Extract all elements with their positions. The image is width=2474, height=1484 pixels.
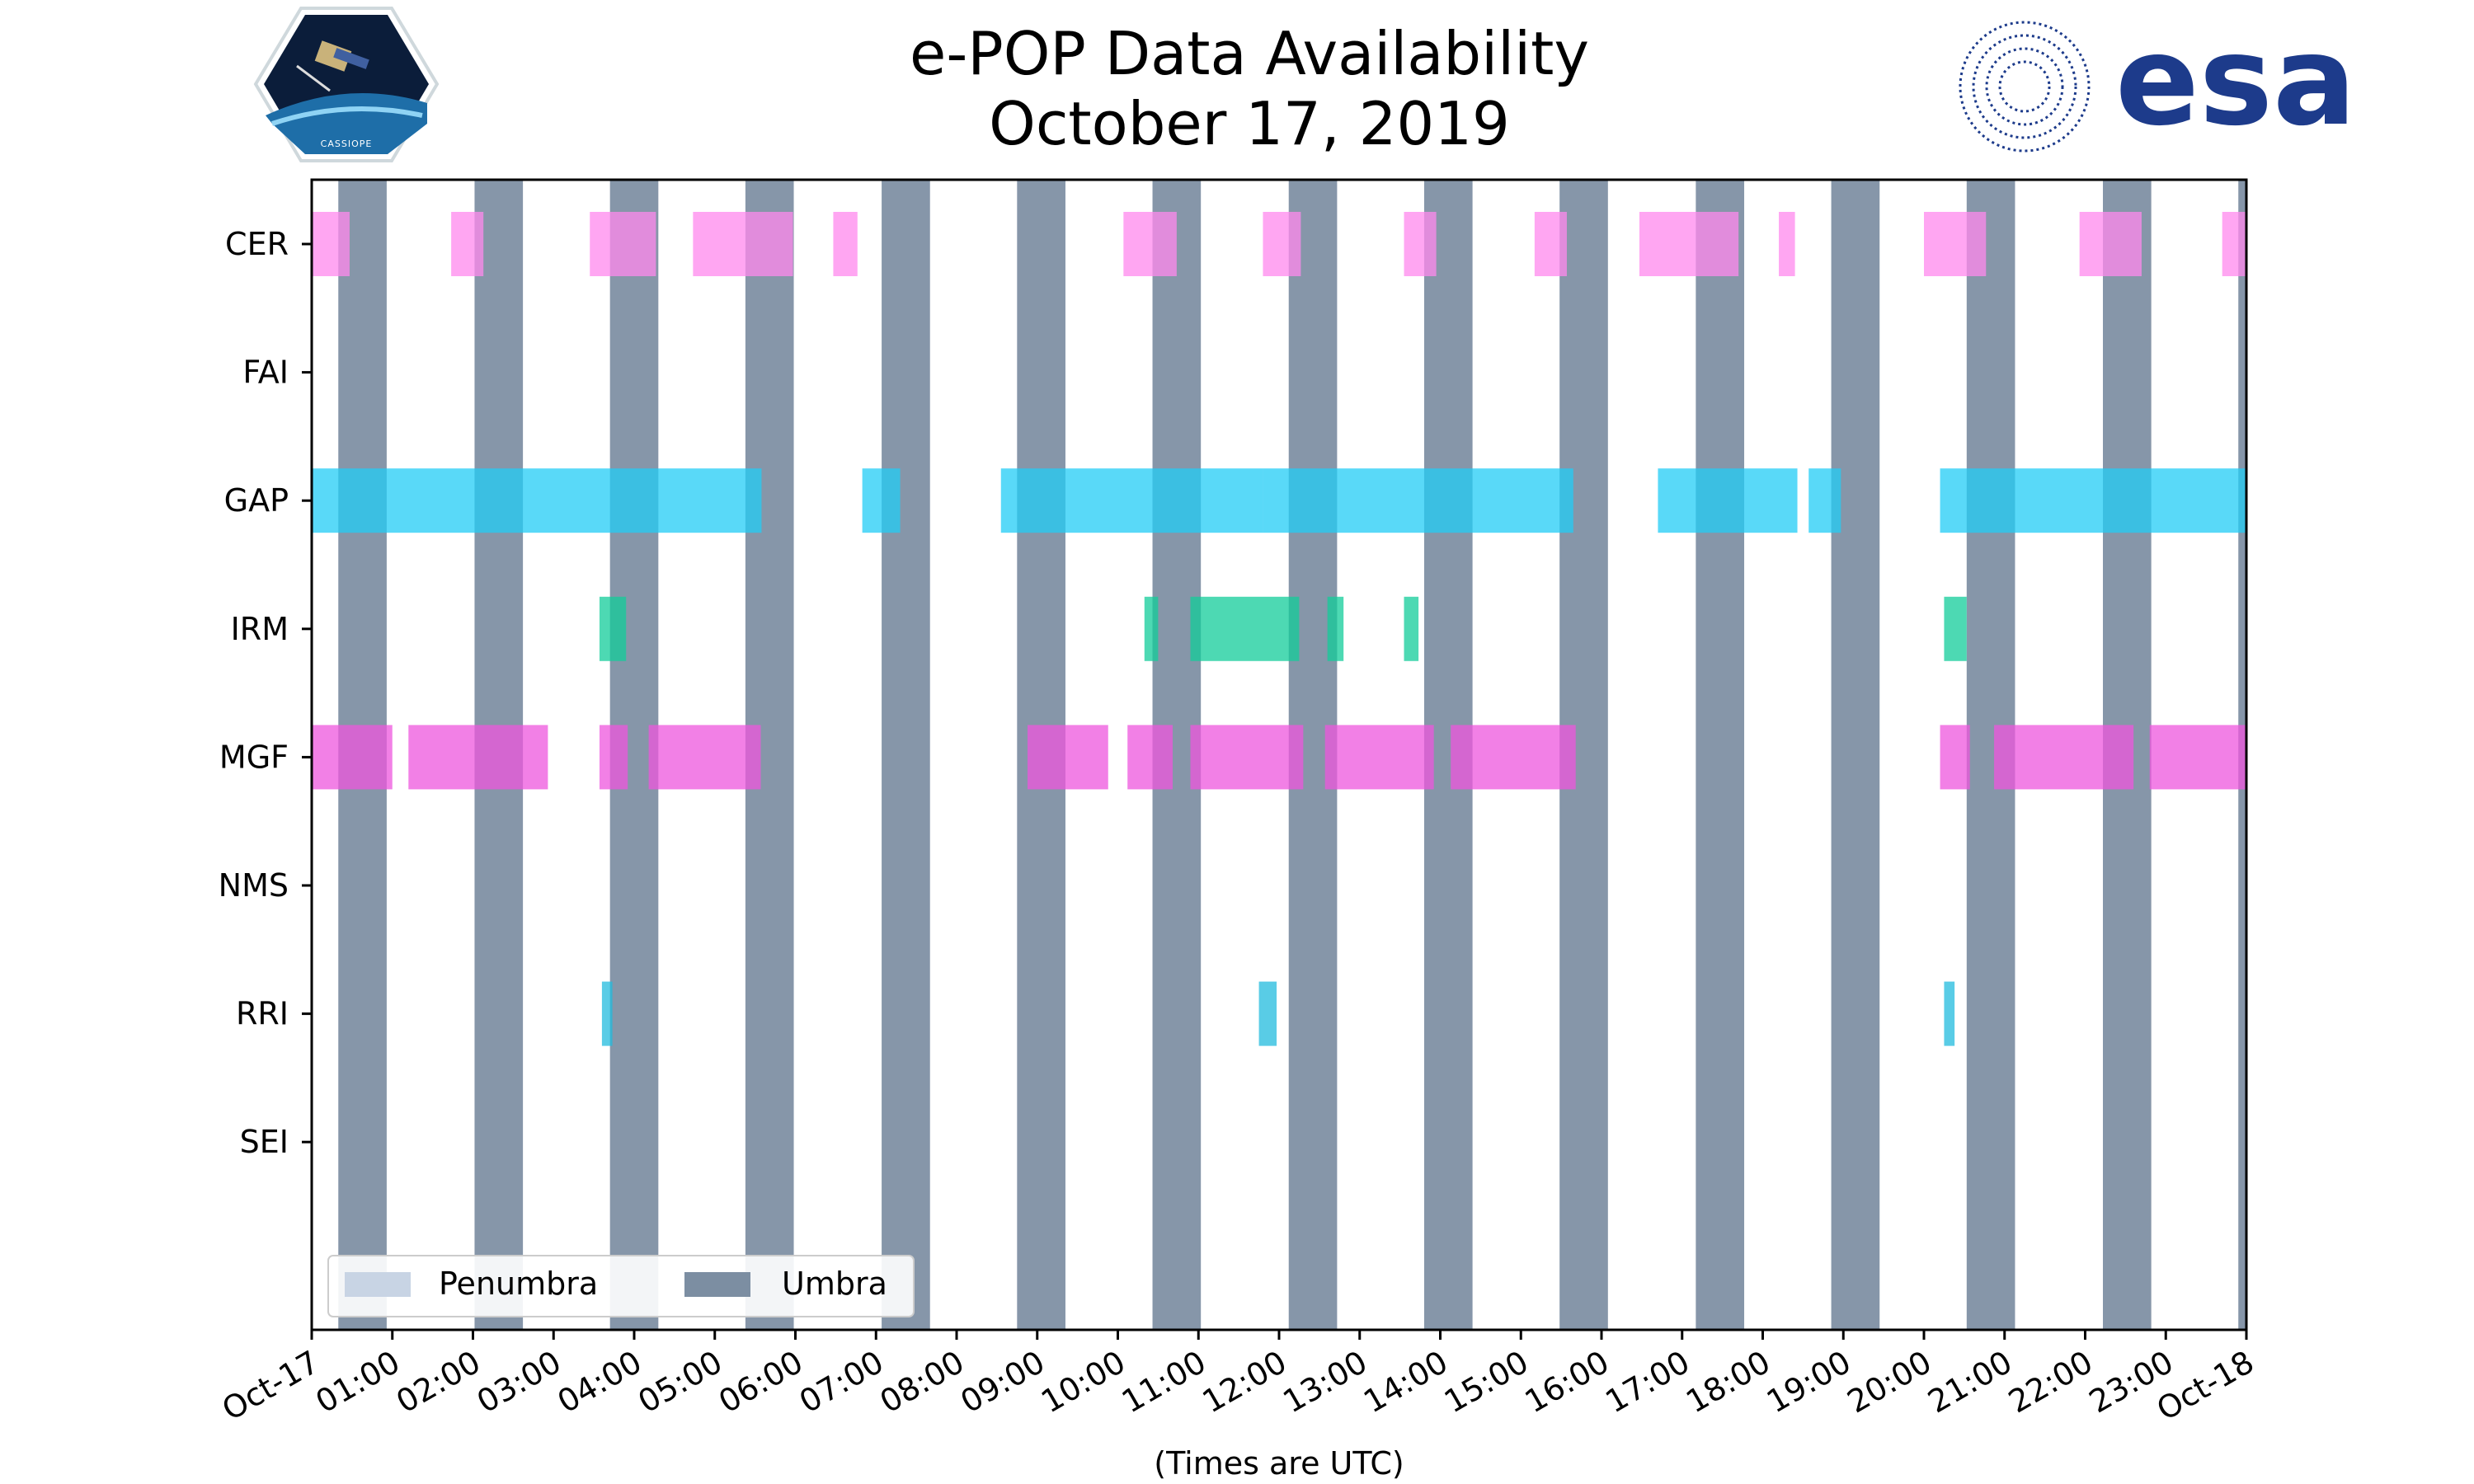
y-tick-label: MGF: [219, 739, 289, 775]
badge-label: CASSIOPE: [321, 139, 373, 149]
bar-mgf: [648, 725, 761, 790]
bar-mgf: [2149, 725, 2246, 790]
x-tick-label: 04:00: [552, 1344, 648, 1421]
bar-cer: [1123, 212, 1177, 276]
bar-mgf: [1324, 725, 1434, 790]
bar-mgf: [1127, 725, 1173, 790]
bar-gap: [312, 468, 762, 533]
x-tick-label: 22:00: [2002, 1344, 2099, 1421]
bar-gap: [1658, 468, 1798, 533]
x-tick-label: 13:00: [1277, 1344, 1373, 1421]
x-tick-label: 01:00: [309, 1344, 406, 1421]
legend-label-umbra: Umbra: [782, 1266, 887, 1302]
bar-cer: [693, 212, 793, 276]
bar-irm: [599, 596, 627, 661]
bar-cer: [1263, 212, 1301, 276]
y-axis: CER FAI GAP IRM MGF NMS RRI SEI: [219, 226, 312, 1160]
y-tick-label: SEI: [240, 1124, 289, 1160]
legend-box: [327, 1255, 915, 1317]
umbra-band: [1696, 180, 1745, 1330]
bar-rri: [1258, 981, 1277, 1046]
x-tick-label: 19:00: [1761, 1344, 1857, 1421]
bar-mgf: [1190, 725, 1304, 790]
y-tick-label: FAI: [242, 355, 289, 391]
y-tick-label: NMS: [219, 867, 289, 904]
bar-mgf: [599, 725, 628, 790]
bar-irm: [1327, 596, 1344, 661]
umbra-band: [1831, 180, 1880, 1330]
bar-cer: [1779, 212, 1795, 276]
bar-gap: [862, 468, 901, 533]
bar-gap: [1263, 468, 1573, 533]
legend-label-penumbra: Penumbra: [439, 1266, 598, 1302]
x-axis: Oct-1701:0002:0003:0004:0005:0006:0007:0…: [216, 1330, 2260, 1428]
bar-cer: [1639, 212, 1739, 276]
bar-mgf: [1028, 725, 1108, 790]
bar-cer: [590, 212, 656, 276]
bar-rri: [1944, 981, 1955, 1046]
esa-logo: esa: [1959, 10, 2356, 153]
bar-cer: [312, 212, 350, 276]
bar-cer: [1924, 212, 1987, 276]
x-tick-label: 17:00: [1599, 1344, 1696, 1421]
y-tick-label: GAP: [224, 482, 289, 519]
bar-mgf: [1451, 725, 1576, 790]
y-tick-label: IRM: [231, 611, 289, 647]
bar-gap: [1940, 468, 2246, 533]
bar-mgf: [1994, 725, 2134, 790]
availability-bars: [312, 212, 2246, 1046]
x-tick-label: 05:00: [632, 1344, 728, 1421]
legend-swatch-penumbra: [345, 1272, 411, 1297]
x-tick-label: 10:00: [1035, 1344, 1131, 1421]
bar-cer: [1534, 212, 1567, 276]
bar-cer: [2079, 212, 2142, 276]
bar-mgf: [1940, 725, 1970, 790]
bar-cer: [833, 212, 858, 276]
cassiope-badge-logo: CASSIOPE: [253, 7, 440, 162]
bar-mgf: [408, 725, 548, 790]
bar-gap: [1000, 468, 1263, 533]
esa-logo-text: esa: [2115, 10, 2356, 153]
x-tick-label: 15:00: [1438, 1344, 1535, 1421]
x-tick-label: 12:00: [1197, 1344, 1293, 1421]
x-tick-label: 18:00: [1680, 1344, 1776, 1421]
x-tick-label: 16:00: [1519, 1344, 1616, 1421]
x-tick-label: 03:00: [471, 1344, 567, 1421]
bar-irm: [1190, 596, 1300, 661]
x-tick-label: 07:00: [793, 1344, 890, 1421]
bar-cer: [2222, 212, 2246, 276]
y-tick-label: CER: [225, 226, 289, 262]
x-tick-label: 21:00: [1921, 1344, 2018, 1421]
bar-mgf: [312, 725, 393, 790]
bar-rri: [601, 981, 613, 1046]
bar-irm: [1944, 596, 1967, 661]
chart-title-line-2: October 17, 2019: [989, 89, 1510, 158]
x-tick-label: 08:00: [874, 1344, 971, 1421]
x-tick-label: Oct-17: [216, 1344, 326, 1428]
x-tick-label: 20:00: [1841, 1344, 1938, 1421]
x-tick-label: 06:00: [713, 1344, 809, 1421]
chart-title-line-1: e-POP Data Availability: [910, 19, 1589, 88]
bar-cer: [451, 212, 484, 276]
bar-gap: [1808, 468, 1841, 533]
legend: Penumbra Umbra: [327, 1255, 915, 1317]
bar-cer: [1404, 212, 1437, 276]
x-tick-label: 09:00: [954, 1344, 1051, 1421]
legend-swatch-umbra: [684, 1272, 750, 1297]
x-tick-label: 14:00: [1357, 1344, 1454, 1421]
x-tick-label: 11:00: [1116, 1344, 1212, 1421]
x-axis-label: (Times are UTC): [1154, 1445, 1404, 1482]
bar-irm: [1144, 596, 1159, 661]
x-tick-label: 02:00: [390, 1344, 487, 1421]
bar-irm: [1404, 596, 1419, 661]
y-tick-label: RRI: [236, 996, 289, 1032]
umbra-band: [882, 180, 930, 1330]
